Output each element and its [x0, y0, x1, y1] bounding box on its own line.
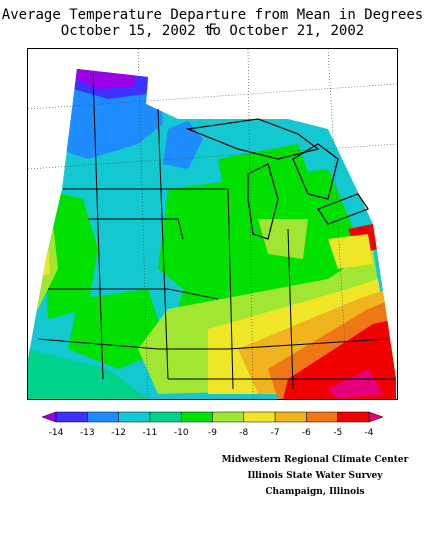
legend-bar: -14-13-12-11-10-9-8-7-6-5-4-3: [41, 411, 405, 438]
legend-label: -9: [208, 428, 217, 438]
legend-label: -8: [239, 428, 248, 438]
great-lakes-outline: [185, 118, 369, 240]
legend-swatch: [180, 411, 213, 423]
map-subtitle: October 15, 2002 to October 21, 2002: [60, 23, 365, 39]
legend-swatch: [243, 411, 276, 423]
map-canvas: [27, 48, 398, 400]
map-title: Average Temperature Departure from Mean …: [1, 7, 424, 38]
legend-swatch: [118, 411, 151, 423]
legend-label: -13: [80, 428, 95, 438]
graticule-lines: [27, 48, 398, 400]
legend-label: -11: [143, 428, 158, 438]
legend-swatch: [368, 411, 384, 423]
legend-swatch: [274, 411, 307, 423]
legend-swatch: [55, 411, 88, 423]
legend-swatch: [87, 411, 119, 423]
legend-swatch: [337, 411, 370, 423]
legend-swatch: [212, 411, 245, 423]
legend-label: -12: [111, 428, 126, 438]
legend-swatch: [149, 411, 182, 423]
legend-swatch: [306, 411, 338, 423]
legend-label: -4: [365, 428, 374, 438]
temperature-contours: [28, 69, 396, 399]
credit-line-1: Midwestern Regional Climate Center: [221, 455, 409, 465]
legend-label: -5: [333, 428, 342, 438]
temperature-departure-map: [27, 48, 398, 400]
legend-label: -14: [49, 428, 64, 438]
legend-label: -7: [271, 428, 280, 438]
state-borders: [37, 73, 396, 390]
credit-line-2: Illinois State Water Survey: [247, 471, 383, 481]
legend-label: -6: [302, 428, 311, 438]
legend-swatch: [41, 411, 57, 423]
credit-line-3: Champaign, Illinois: [265, 487, 365, 497]
legend-label: -10: [174, 428, 189, 438]
color-legend: -14-13-12-11-10-9-8-7-6-5-4-3: [40, 410, 405, 450]
